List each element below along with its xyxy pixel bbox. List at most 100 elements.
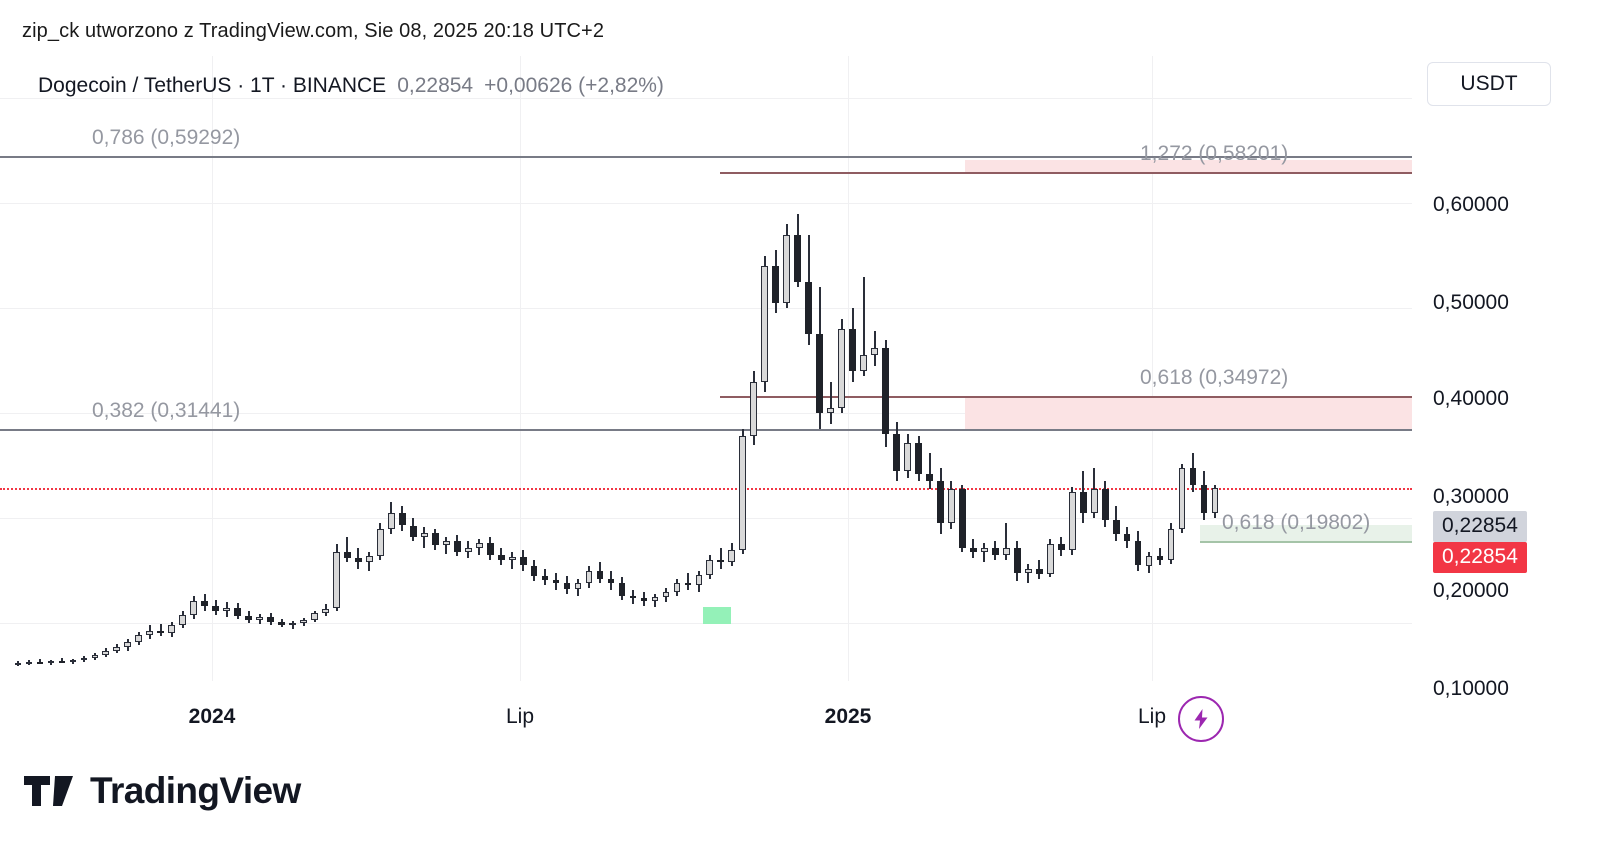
candle-body bbox=[1156, 556, 1164, 561]
candle-body bbox=[453, 541, 461, 552]
candle-body bbox=[541, 576, 549, 581]
candle-body bbox=[245, 615, 252, 621]
candle-body bbox=[179, 614, 187, 626]
candle-body bbox=[1046, 544, 1054, 574]
time-tick-label: 2025 bbox=[824, 705, 872, 728]
resistance-zone-upper bbox=[965, 160, 1412, 174]
candle-wick bbox=[1005, 523, 1008, 561]
candle-body bbox=[618, 583, 626, 596]
candle-body bbox=[135, 634, 143, 643]
candle-wick bbox=[686, 572, 689, 590]
gridline-horizontal bbox=[0, 518, 1412, 519]
candle-body bbox=[926, 474, 933, 482]
candle-body bbox=[530, 565, 538, 576]
candle-wick bbox=[983, 543, 986, 563]
candle-body bbox=[1101, 488, 1109, 521]
candle-body bbox=[981, 547, 988, 552]
candle-body bbox=[190, 601, 198, 615]
price-tick-label: 0,10000 bbox=[1433, 677, 1509, 700]
candle-body bbox=[1189, 467, 1197, 485]
fib-level-label: 0,618 (0,19802) bbox=[1222, 511, 1371, 534]
legend-symbol: Dogecoin / TetherUS · 1T · BINANCE bbox=[38, 74, 387, 97]
candle-wick bbox=[291, 621, 294, 630]
event-marker-lightning[interactable] bbox=[1178, 696, 1224, 742]
candle-body bbox=[805, 281, 813, 335]
candle-wick bbox=[39, 658, 41, 665]
candle-body bbox=[860, 355, 867, 372]
lightning-bolt-icon bbox=[1194, 709, 1208, 729]
candle-body bbox=[937, 481, 944, 524]
candle-wick bbox=[719, 547, 722, 569]
candle-body bbox=[585, 570, 593, 584]
candle-body bbox=[201, 601, 209, 607]
candle-body bbox=[355, 558, 362, 563]
candle-body bbox=[1013, 547, 1021, 573]
candle-body bbox=[640, 598, 648, 602]
candle-body bbox=[486, 543, 494, 555]
candle-body bbox=[25, 662, 33, 665]
candle-body bbox=[212, 606, 220, 611]
candle-wick bbox=[928, 453, 931, 489]
candle-body bbox=[442, 541, 450, 546]
tradingview-wordmark: TradingView bbox=[90, 770, 301, 811]
candle-body bbox=[519, 557, 527, 566]
fib-level-label: 1,272 (0,58201) bbox=[1140, 142, 1289, 165]
time-axis[interactable]: 2024 Lip 2025 Lip bbox=[0, 681, 1412, 746]
candle-body bbox=[431, 532, 439, 546]
candle-body bbox=[388, 512, 395, 529]
fib-line-0618-lower[interactable] bbox=[1200, 541, 1412, 543]
candle-body bbox=[992, 547, 999, 555]
highlight-marker bbox=[703, 607, 731, 624]
gridline-vertical bbox=[520, 56, 521, 681]
candle-body bbox=[706, 560, 714, 575]
fib-line-0382[interactable] bbox=[0, 429, 1412, 431]
candle-body bbox=[497, 554, 505, 561]
candle-body bbox=[816, 334, 824, 414]
candle-body bbox=[311, 612, 318, 621]
candle-body bbox=[14, 663, 22, 666]
candle-body bbox=[915, 442, 922, 475]
current-price-badge: 0,22854 bbox=[1433, 542, 1527, 573]
candle-wick bbox=[445, 537, 448, 554]
candle-body bbox=[289, 623, 296, 626]
candle-body bbox=[322, 608, 329, 613]
chart-plot-area[interactable] bbox=[0, 56, 1412, 681]
currency-badge[interactable]: USDT bbox=[1427, 62, 1551, 106]
gridline-horizontal bbox=[0, 203, 1412, 204]
tradingview-logo-icon bbox=[24, 776, 73, 806]
support-zone bbox=[1200, 525, 1412, 541]
candle-body bbox=[563, 583, 571, 589]
candle-wick bbox=[60, 657, 63, 664]
candle-body bbox=[409, 525, 417, 538]
candle-wick bbox=[346, 537, 349, 563]
candle-body bbox=[750, 381, 758, 437]
candle-body bbox=[662, 591, 670, 597]
candle-body bbox=[629, 595, 637, 598]
footer-branding: TradingView bbox=[24, 770, 301, 812]
fib-line-0786[interactable] bbox=[0, 156, 1412, 158]
candle-body bbox=[1035, 568, 1043, 574]
candle-body bbox=[278, 622, 285, 626]
candle-body bbox=[47, 661, 55, 664]
candle-body bbox=[36, 662, 44, 665]
candle-body bbox=[146, 630, 154, 635]
chart-legend: Dogecoin / TetherUS · 1T · BINANCE 0,228… bbox=[38, 74, 664, 98]
candle-body bbox=[728, 549, 736, 563]
candle-body bbox=[772, 266, 780, 303]
gridline-vertical bbox=[848, 56, 849, 681]
gridline-horizontal bbox=[0, 413, 1412, 414]
fib-line-0618-upper[interactable] bbox=[720, 396, 1412, 398]
candle-body bbox=[673, 583, 681, 592]
candle-body bbox=[1079, 491, 1087, 513]
price-scale[interactable]: USDT 0,60000 0,50000 0,40000 0,30000 0,20000… bbox=[1412, 56, 1600, 746]
price-tick-label: 0,50000 bbox=[1433, 291, 1509, 314]
candle-body bbox=[904, 442, 911, 471]
candle-wick bbox=[1027, 564, 1030, 584]
current-price-line bbox=[0, 488, 1412, 490]
candle-body bbox=[1178, 467, 1186, 529]
candle-body bbox=[1090, 488, 1098, 513]
candle-body bbox=[552, 580, 560, 584]
candle-body bbox=[124, 642, 132, 648]
fib-line-1272[interactable] bbox=[720, 172, 1412, 174]
candle-body bbox=[607, 579, 615, 584]
